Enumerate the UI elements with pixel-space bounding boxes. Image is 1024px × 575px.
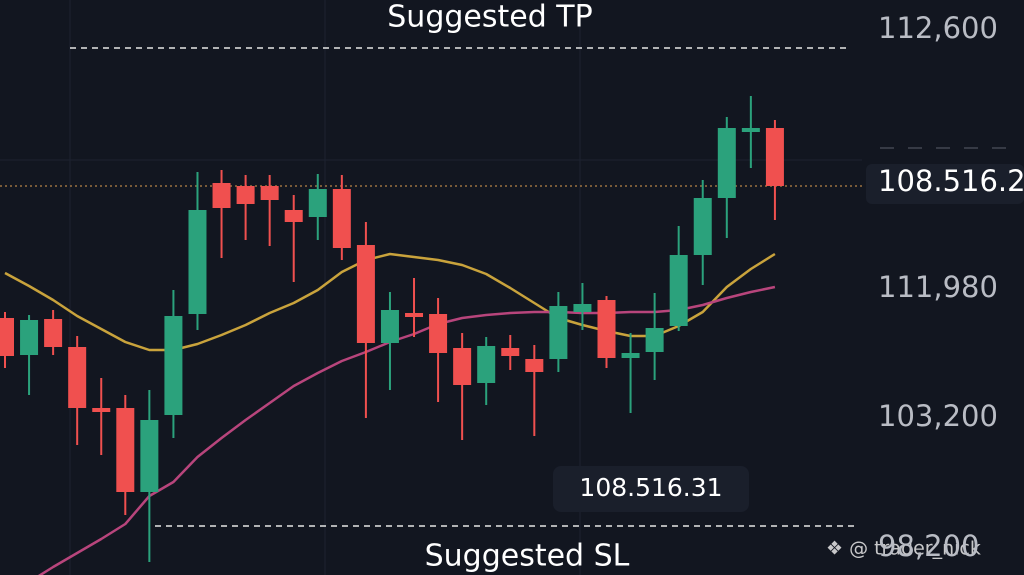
- price-axis-label: 111,980: [878, 270, 998, 304]
- candle-body: [308, 189, 327, 218]
- candle-body: [525, 359, 544, 373]
- watermark: ❖ @ trader_nick: [826, 538, 981, 560]
- candle-body: [164, 316, 183, 416]
- candle-body: [380, 310, 399, 344]
- candle-body: [236, 186, 255, 205]
- candle-body: [44, 319, 63, 348]
- candle-body: [669, 255, 688, 327]
- candle-body: [501, 348, 520, 357]
- candle-body: [332, 189, 351, 249]
- candle-body: [741, 128, 760, 133]
- price-axis-label: 98,200: [878, 529, 979, 563]
- candle-body: [405, 313, 424, 318]
- candle-body: [717, 128, 736, 199]
- candle-body: [68, 347, 87, 409]
- candle-body: [597, 300, 616, 359]
- candle-body: [621, 353, 640, 359]
- candle-body: [549, 306, 568, 360]
- candle-body: [765, 128, 784, 187]
- candle-body: [645, 328, 664, 353]
- candle-body: [20, 320, 39, 356]
- candle-body: [140, 420, 159, 493]
- candle-body: [477, 346, 496, 384]
- price-axis-label: 112,600: [878, 11, 998, 45]
- candle-body: [92, 408, 111, 413]
- candle-body: [260, 186, 279, 201]
- candle-body: [573, 304, 592, 313]
- candle-body: [212, 183, 231, 209]
- price-axis-label: 103,200: [878, 399, 998, 433]
- candle-body: [356, 245, 375, 344]
- current-price-label: 108.516.2: [878, 164, 1024, 198]
- candle-body: [453, 348, 472, 386]
- info-box-bg: [553, 466, 749, 512]
- plot-area: [0, 96, 862, 575]
- candle-body: [188, 210, 207, 315]
- sl-label: Suggested SL: [425, 539, 630, 574]
- candle-body: [429, 314, 448, 354]
- candle-body: [0, 318, 14, 357]
- candle-body: [284, 210, 303, 223]
- candle-body: [693, 198, 712, 256]
- tp-label: Suggested TP: [387, 0, 592, 35]
- info-box-text: 108.516.31: [579, 473, 722, 502]
- candle-body: [116, 408, 135, 493]
- price-tag-bg: [866, 164, 1024, 204]
